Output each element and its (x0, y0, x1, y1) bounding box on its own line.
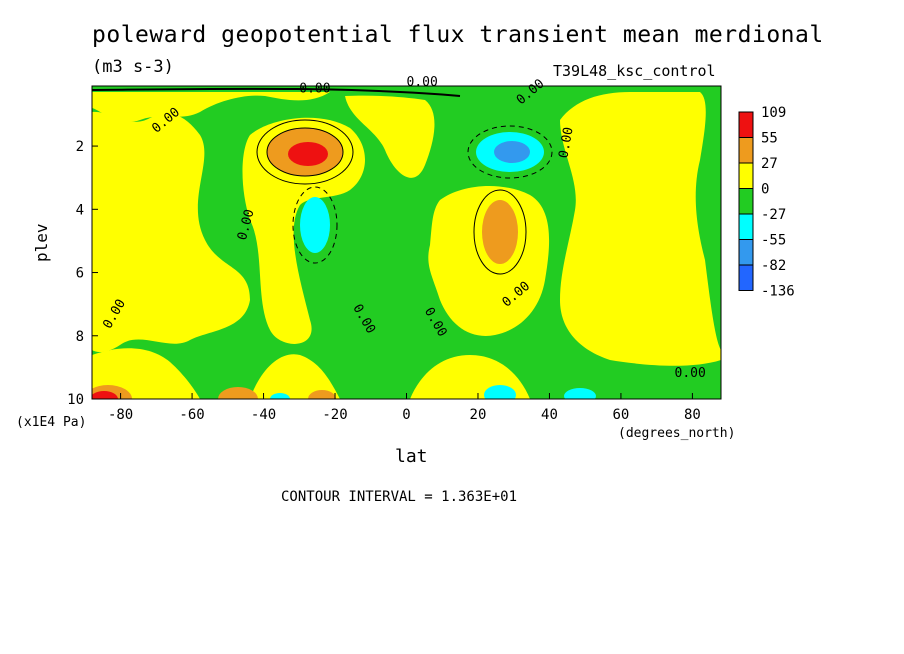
field-max-mid-right (482, 200, 518, 264)
field-max-upper-left-core (288, 142, 328, 166)
run-label: T39L48_ksc_control (553, 62, 716, 80)
x-ticks: -80 -60 -40 -20 0 20 40 60 80 (108, 393, 701, 423)
contour-line (467, 125, 553, 179)
colorbar-swatch (738, 213, 754, 240)
field-positive-left-bottom (92, 348, 200, 399)
contour-value-label: 0.00 (407, 75, 438, 90)
contour-interval-label: CONTOUR INTERVAL = 1.363E+01 (281, 489, 518, 505)
colorbar-swatch (738, 188, 754, 215)
field-max-bottom-3 (308, 390, 336, 399)
contour-line (256, 119, 354, 185)
x-axis-label: lat (395, 446, 428, 467)
y-tick-label: 2 (76, 139, 84, 155)
x-tick-label: -80 (108, 407, 133, 423)
contour-line (292, 186, 338, 264)
field-positive-mid-right (428, 185, 550, 336)
x-tick-label: -20 (322, 407, 347, 423)
field-min-bottom-1 (270, 393, 290, 399)
x-tick-label: -40 (251, 407, 276, 423)
colorbar: 109 55 27 0 -27 -55 -82 -136 (738, 105, 795, 300)
x-tick-label: 40 (541, 407, 558, 423)
colorbar-swatch (738, 162, 754, 189)
field-positive-right (560, 92, 721, 366)
chart-units: (m3 s-3) (92, 57, 174, 77)
field-min-upper-right-core (494, 141, 530, 163)
contour-line (473, 189, 527, 275)
y-tick-label: 4 (76, 202, 84, 218)
field-positive-upper (92, 92, 330, 123)
contour-value-label: 0.00 (299, 81, 330, 96)
x-axis-units: (degrees_north) (618, 426, 736, 441)
contour-line (92, 87, 461, 97)
colorbar-swatch (738, 239, 754, 266)
x-tick-label: 80 (684, 407, 701, 423)
contour-lines (92, 87, 553, 275)
field-positive-mid-left (242, 117, 365, 344)
y-axis-units: (x1E4 Pa) (16, 415, 87, 430)
colorbar-swatch (738, 137, 754, 164)
field-max-bottom-left-core (92, 391, 118, 399)
field-min-mid-left (300, 197, 330, 253)
y-ticks: 2 4 6 8 10 (67, 139, 98, 408)
contour-value-label: 0.00 (556, 126, 576, 159)
colorbar-label: 0 (761, 182, 769, 198)
colorbar-label: -55 (761, 233, 786, 249)
chart-title: poleward geopotential flux transient mea… (92, 22, 824, 48)
colorbar-label: -27 (761, 207, 786, 223)
colorbar-label: 109 (761, 105, 786, 121)
contour-line (266, 127, 344, 177)
colorbar-label: 27 (761, 156, 778, 172)
x-tick-label: 20 (470, 407, 487, 423)
field-positive-bottom-mid (250, 354, 340, 399)
colorbar-label: -136 (761, 284, 795, 300)
colorbar-swatch (738, 111, 754, 138)
x-tick-label: 60 (613, 407, 630, 423)
field-min-bottom-2 (484, 385, 516, 399)
y-tick-label: 8 (76, 329, 84, 345)
x-tick-label: 0 (402, 407, 410, 423)
colorbar-label: -82 (761, 258, 786, 274)
contour-fill-layer (92, 86, 721, 399)
y-tick-label: 6 (76, 266, 84, 282)
x-tick-label: -60 (179, 407, 204, 423)
field-min-bottom-3 (564, 388, 596, 399)
y-tick-label: 10 (67, 392, 84, 408)
field-positive-left (92, 111, 250, 353)
field-max-bottom-2 (218, 387, 258, 399)
colorbar-swatch (738, 264, 754, 291)
field-positive-center (345, 95, 435, 178)
contour-value-label: 0.00 (675, 366, 706, 381)
colorbar-label: 55 (761, 131, 778, 147)
